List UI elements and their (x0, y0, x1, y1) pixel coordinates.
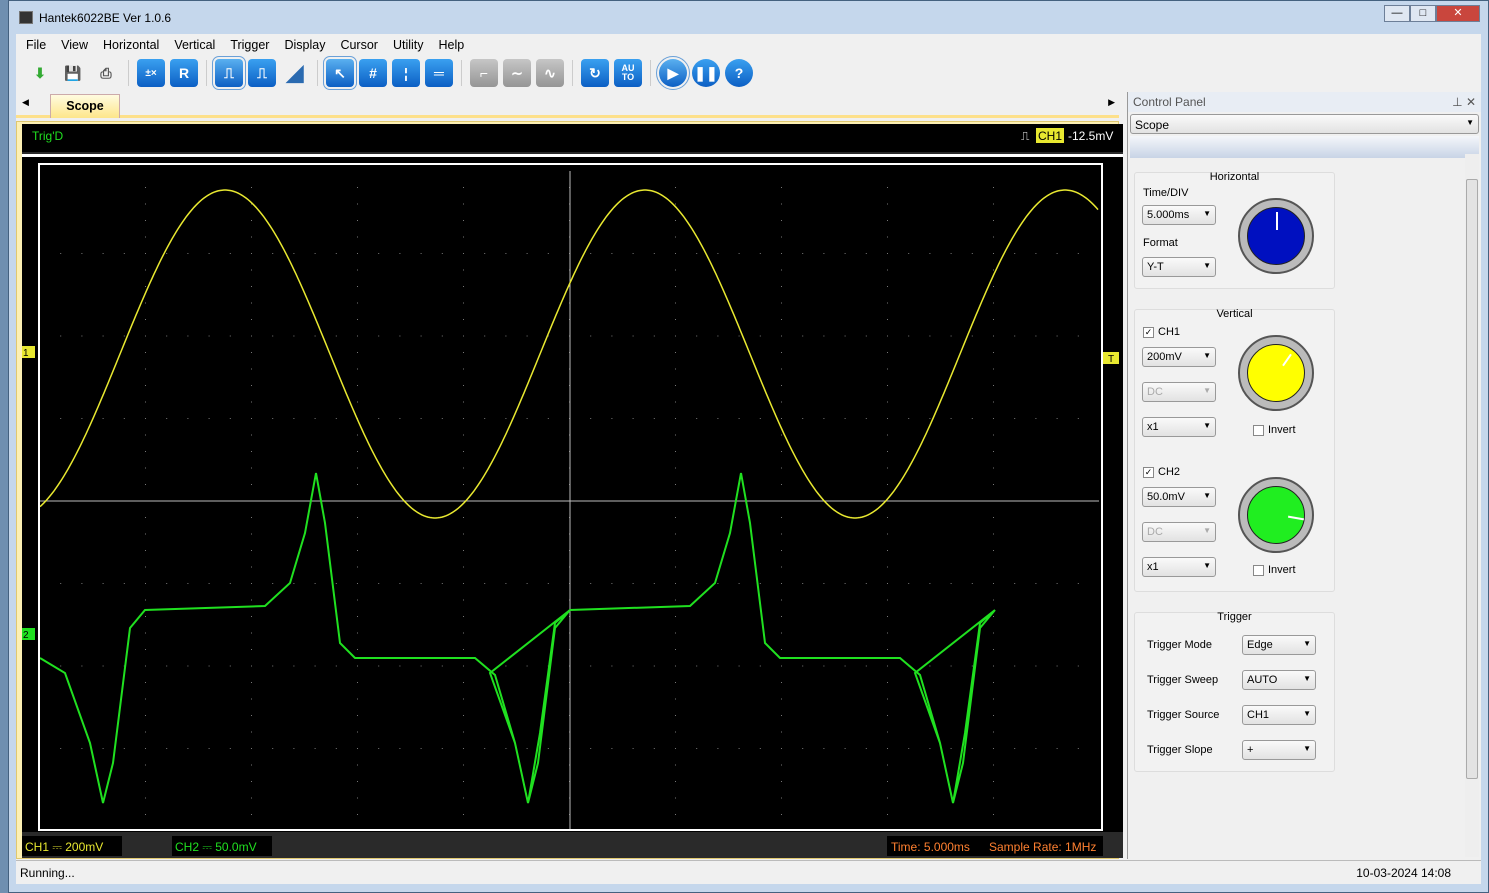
trigger-source-label: Trigger Source (1147, 709, 1220, 721)
window-title: Hantek6022BE Ver 1.0.6 (39, 10, 172, 25)
toolbar: ⬇ 💾 ⎙ ±× R ⎍ ⎍ ◢ ↖ # ¦ ═ ⌐ ∼ ∿ ↻ AU TO ▶… (16, 56, 1481, 90)
ch2-marker-label: 2 (23, 630, 29, 641)
ch2-volts-select[interactable]: 50.0mV (1142, 487, 1216, 507)
panel-pin-close[interactable]: ⊥ ✕ (1452, 95, 1476, 109)
ch1-volts-select[interactable]: 200mV (1142, 347, 1216, 367)
mode-select[interactable]: Scope (1130, 114, 1479, 134)
tab-scroll-right[interactable]: ▶ (1108, 97, 1115, 107)
title-bar: Hantek6022BE Ver 1.0.6 — □ ✕ (9, 1, 1488, 34)
ch1-coupling-select: DC (1142, 382, 1216, 402)
status-bar: Running... 10-03-2024 14:08 (16, 860, 1481, 884)
ch1-checkbox[interactable]: ✓ CH1 (1143, 326, 1181, 338)
tab-strip: ◀ Scope ▶ (16, 92, 1119, 118)
ch2-volts-knob[interactable] (1238, 477, 1314, 553)
menu-cursor[interactable]: Cursor (340, 38, 378, 52)
menu-file[interactable]: File (26, 38, 47, 52)
menu-bar: File View Horizontal Vertical Trigger Di… (16, 34, 1481, 56)
format-select[interactable]: Y-T (1142, 257, 1216, 277)
app-icon (19, 11, 33, 24)
vertical-title: Vertical (1216, 308, 1253, 320)
trigger-edge-icon: ⎍ (1021, 129, 1030, 143)
control-panel: Control Panel ⊥ ✕ Scope Horizontal Time/D… (1127, 92, 1481, 859)
sample-rate-readout: Sample Rate: 1MHz (989, 840, 1096, 854)
timebase-knob[interactable] (1238, 198, 1314, 274)
help-icon[interactable]: ? (725, 59, 753, 87)
trigger-slope-select[interactable]: + (1242, 740, 1316, 760)
ch2-scale-label: CH2 ⎓ 50.0mV (175, 840, 257, 854)
tab-scroll-left[interactable]: ◀ (22, 97, 29, 107)
status-text: Running... (20, 866, 75, 880)
trigger-sweep-select[interactable]: AUTO (1242, 670, 1316, 690)
trigger-title: Trigger (1217, 611, 1252, 623)
scope-display[interactable]: Trig'D ⎍ CH1 -12.5mV 1 2 T CH1 ⎓ 200mV CH2… (22, 124, 1123, 858)
trigger-group: Trigger Trigger Mode Edge Trigger Sweep … (1134, 611, 1335, 772)
reference-icon[interactable]: R (170, 59, 198, 87)
trigger-channel: CH1 (1038, 129, 1062, 143)
minimize-button[interactable]: — (1384, 5, 1410, 22)
menu-trigger[interactable]: Trigger (230, 38, 270, 52)
ch1-invert-checkbox[interactable]: Invert (1253, 424, 1296, 436)
horizontal-title: Horizontal (1209, 171, 1260, 183)
ch2-checkbox[interactable]: ✓ CH2 (1143, 466, 1181, 478)
close-button[interactable]: ✕ (1436, 5, 1480, 22)
cursor-select-icon[interactable]: ↖ (323, 56, 357, 90)
ch2-trace (39, 472, 996, 804)
menu-display[interactable]: Display (284, 38, 326, 52)
control-panel-title: Control Panel (1133, 95, 1206, 109)
trigger-level-marker[interactable] (1103, 352, 1119, 364)
sine-icon[interactable]: ∿ (536, 59, 564, 87)
trigger-status: Trig'D (32, 129, 64, 143)
tab-scope[interactable]: Scope (50, 94, 120, 118)
ramp-icon[interactable]: ◢ (286, 60, 304, 85)
pulse-icon[interactable]: ⎍ (212, 56, 246, 90)
ch1-marker-label: 1 (23, 348, 29, 359)
ch1-probe-select[interactable]: x1 (1142, 417, 1216, 437)
pause-icon[interactable]: ❚❚ (692, 59, 720, 87)
step-icon[interactable]: ⌐ (470, 59, 498, 87)
menu-vertical[interactable]: Vertical (174, 38, 216, 52)
time-readout: Time: 5.000ms (891, 840, 970, 854)
vertical-group: Vertical ✓CH1 200mV DC x1 Invert ✓CH2 50… (1134, 308, 1335, 592)
math-icon[interactable]: ±× (137, 59, 165, 87)
scope-panel: Trig'D ⎍ CH1 -12.5mV 1 2 T CH1 ⎓ 200mV CH2… (16, 121, 1123, 859)
menu-utility[interactable]: Utility (392, 38, 424, 52)
trigger-level: -12.5mV (1068, 129, 1113, 143)
auto-icon[interactable]: AU TO (614, 59, 642, 87)
ch1-level-marker[interactable] (22, 346, 35, 358)
sine-gray-icon[interactable]: ∼ (503, 59, 531, 87)
save-icon[interactable]: 💾 (64, 64, 82, 81)
horizontal-group: Horizontal Time/DIV 5.000ms Format Y-T (1134, 171, 1335, 289)
open-icon[interactable]: ⬇ (34, 64, 46, 81)
trigger-sweep-label: Trigger Sweep (1147, 674, 1219, 686)
control-panel-scrollbar[interactable] (1465, 154, 1479, 857)
format-label: Format (1143, 237, 1178, 249)
grid-icon[interactable]: # (359, 59, 387, 87)
ch2-level-marker[interactable] (22, 628, 35, 640)
ch2-invert-checkbox[interactable]: Invert (1253, 564, 1296, 576)
trigger-source-select[interactable]: CH1 (1242, 705, 1316, 725)
status-datetime: 10-03-2024 14:08 (1356, 866, 1451, 880)
menu-help[interactable]: Help (438, 38, 465, 52)
print-icon[interactable]: ⎙ (100, 64, 112, 81)
menu-horizontal[interactable]: Horizontal (103, 38, 160, 52)
trigger-mode-select[interactable]: Edge (1242, 635, 1316, 655)
trigger-marker-label: T (1108, 354, 1114, 365)
app-window: Hantek6022BE Ver 1.0.6 — □ ✕ File View Hor… (8, 0, 1489, 893)
ch1-trace (39, 189, 1099, 519)
ch1-scale-label: CH1 ⎓ 200mV (25, 840, 103, 854)
maximize-button[interactable]: □ (1410, 5, 1436, 22)
vertical-cursor-icon[interactable]: ¦ (392, 59, 420, 87)
run-icon[interactable]: ▶ (656, 56, 690, 90)
refresh-icon[interactable]: ↻ (581, 59, 609, 87)
ch2-coupling-select: DC (1142, 522, 1216, 542)
ch2-probe-select[interactable]: x1 (1142, 557, 1216, 577)
timediv-label: Time/DIV (1143, 187, 1189, 199)
menu-view[interactable]: View (61, 38, 89, 52)
pulse-alt-icon[interactable]: ⎍ (248, 59, 276, 87)
timediv-select[interactable]: 5.000ms (1142, 205, 1216, 225)
trigger-mode-label: Trigger Mode (1147, 639, 1213, 651)
ch1-volts-knob[interactable] (1238, 335, 1314, 411)
horizontal-cursor-icon[interactable]: ═ (425, 59, 453, 87)
trigger-slope-label: Trigger Slope (1147, 744, 1213, 756)
